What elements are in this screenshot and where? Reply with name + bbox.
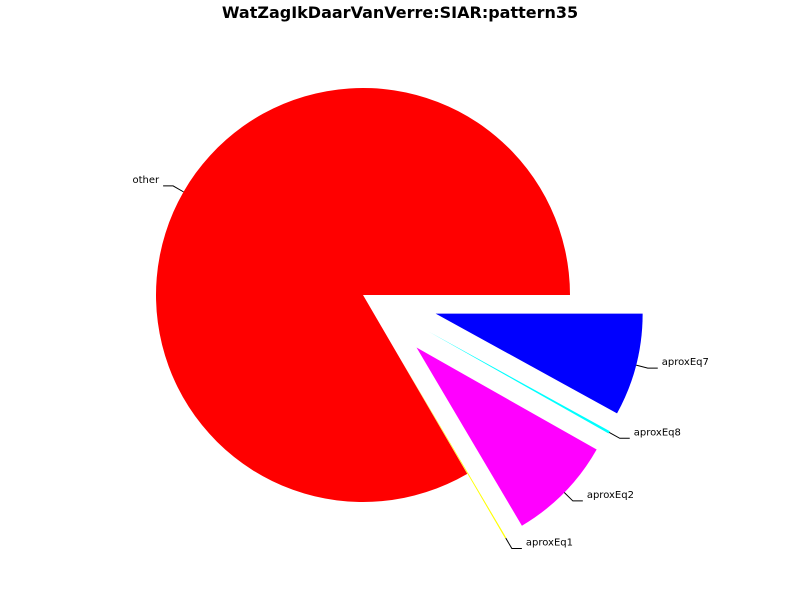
slice-label-other: other: [132, 175, 160, 186]
leader-line-other: [163, 185, 184, 193]
leader-line-aproxeq2: [563, 492, 583, 502]
slice-aproxeq1: [400, 359, 507, 539]
slice-label-aproxeq2: aproxEq2: [587, 490, 634, 501]
leader-line-aproxeq7: [636, 364, 658, 369]
slice-aproxeq2: [416, 347, 597, 526]
slice-label-aproxeq7: aproxEq7: [662, 357, 709, 368]
chart-title: WatZagIkDaarVanVerre:SIAR:pattern35: [222, 3, 578, 22]
pie-labels: aproxEq7 aproxEq8 aproxEq2 aproxEq1 other: [132, 175, 709, 550]
leader-line-aproxeq8: [609, 431, 630, 439]
slice-label-aproxeq1: aproxEq1: [526, 538, 573, 549]
slice-aproxeq7: [435, 313, 643, 414]
slice-other: [156, 87, 570, 503]
pie-slices: [156, 87, 643, 539]
slice-label-aproxeq8: aproxEq8: [634, 427, 681, 438]
leader-line-aproxeq1: [505, 537, 522, 550]
slice-aproxeq8: [428, 331, 610, 434]
